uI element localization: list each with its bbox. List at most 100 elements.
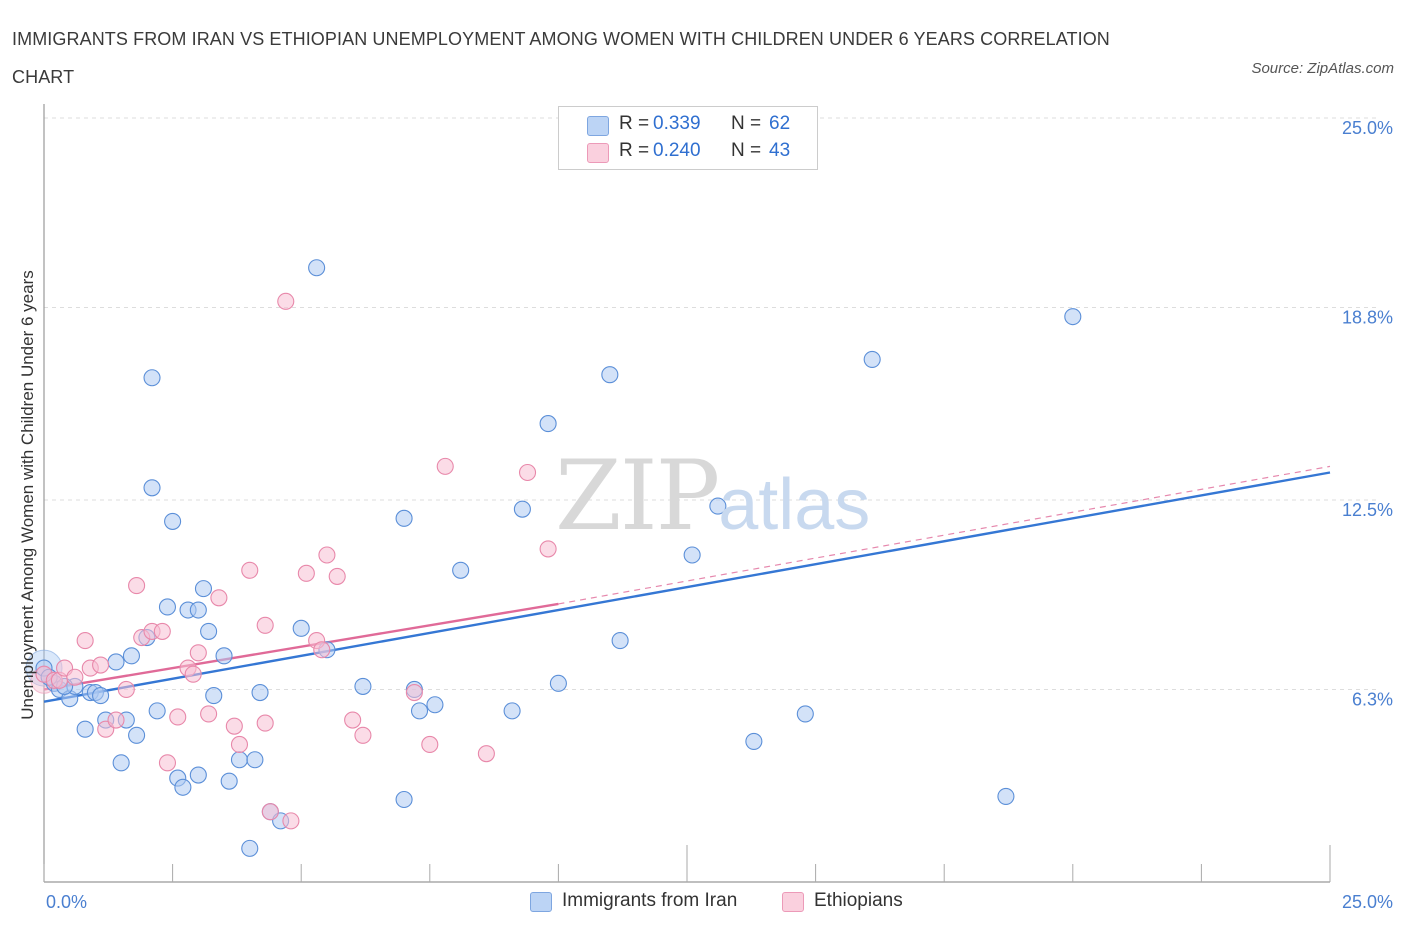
point-ethiopians bbox=[107, 711, 125, 729]
point-iran bbox=[189, 601, 207, 619]
label-layer: 6.3% 12.5% 18.8% 25.0% 0.0% 25.0% bbox=[46, 118, 1393, 912]
trend-line-iran bbox=[43, 471, 1331, 703]
point-iran bbox=[128, 726, 146, 744]
legend-swatch-ethiopians bbox=[587, 143, 609, 163]
point-ethiopians bbox=[297, 564, 315, 582]
point-ethiopians bbox=[344, 711, 362, 729]
point-iran bbox=[683, 546, 701, 564]
point-iran bbox=[92, 687, 110, 705]
point-ethiopians bbox=[328, 567, 346, 585]
point-iran bbox=[539, 415, 557, 433]
point-ethiopians bbox=[76, 632, 94, 650]
point-iran bbox=[251, 683, 269, 702]
point-ethiopians bbox=[421, 735, 439, 754]
y-tick-label: 6.3% bbox=[1352, 689, 1393, 709]
point-ethiopians bbox=[318, 546, 336, 564]
legend-r-label: R = bbox=[619, 113, 650, 134]
point-iran bbox=[246, 751, 264, 769]
point-ethiopians bbox=[256, 616, 274, 634]
point-iran bbox=[426, 696, 444, 714]
point-iran bbox=[395, 790, 413, 809]
point-iran bbox=[189, 766, 207, 784]
point-iran bbox=[215, 647, 233, 665]
point-iran bbox=[292, 619, 310, 637]
point-iran bbox=[745, 732, 763, 750]
point-ethiopians bbox=[241, 561, 259, 579]
bottom-legend-label-ethiopians: Ethiopians bbox=[814, 890, 903, 911]
x-tick-label: 0.0% bbox=[46, 892, 87, 912]
point-iran bbox=[503, 702, 521, 720]
point-iran bbox=[158, 598, 177, 616]
bottom-legend-swatch-iran bbox=[530, 892, 552, 912]
legend-n-value: 43 bbox=[769, 140, 791, 161]
legend-r-label: R = bbox=[619, 140, 650, 161]
point-ethiopians bbox=[169, 708, 187, 726]
point-iran bbox=[241, 839, 259, 857]
point-ethiopians bbox=[92, 656, 110, 674]
point-ethiopians bbox=[210, 589, 228, 607]
point-ethiopians bbox=[539, 540, 557, 558]
point-ethiopians bbox=[153, 622, 171, 640]
point-iran bbox=[112, 754, 130, 772]
point-iran bbox=[122, 647, 140, 665]
watermark-zip: ZIP bbox=[555, 440, 720, 552]
point-ethiopians bbox=[200, 705, 218, 723]
chart-title: IMMIGRANTS FROM IRAN VS ETHIOPIAN UNEMPL… bbox=[12, 29, 1110, 87]
point-ethiopians bbox=[313, 641, 331, 659]
point-iran bbox=[513, 500, 531, 518]
point-ethiopians bbox=[518, 463, 537, 482]
point-ethiopians bbox=[256, 714, 274, 732]
point-iran bbox=[200, 622, 218, 640]
point-ethiopians bbox=[158, 754, 177, 772]
point-iran bbox=[796, 705, 814, 723]
grid-layer bbox=[44, 117, 1380, 690]
point-iran bbox=[549, 674, 567, 692]
point-iran bbox=[863, 350, 881, 368]
point-iran bbox=[354, 677, 372, 695]
y-tick-label: 18.8% bbox=[1342, 307, 1393, 327]
point-iran bbox=[194, 580, 213, 598]
point-iran bbox=[601, 366, 619, 384]
x-tick-label: 25.0% bbox=[1342, 892, 1393, 912]
point-iran bbox=[308, 259, 326, 277]
point-iran bbox=[205, 687, 223, 705]
trend-line-ethiopians bbox=[43, 602, 559, 691]
trend-layer bbox=[43, 465, 1331, 703]
point-ethiopians bbox=[189, 644, 207, 662]
bottom-legend-swatch-ethiopians bbox=[782, 892, 804, 912]
point-ethiopians bbox=[128, 577, 146, 595]
point-iran bbox=[709, 497, 727, 515]
point-ethiopians bbox=[117, 680, 135, 699]
y-axis-title: Unemployment Among Women with Children U… bbox=[18, 270, 37, 719]
point-iran bbox=[148, 702, 166, 720]
point-ethiopians bbox=[184, 665, 202, 683]
point-iran bbox=[164, 512, 182, 530]
point-ethiopians bbox=[66, 668, 84, 686]
point-ethiopians bbox=[477, 745, 495, 763]
point-iran bbox=[1064, 308, 1082, 326]
legend-r-value: 0.339 bbox=[653, 113, 701, 134]
legend-r-value: 0.240 bbox=[653, 140, 701, 161]
point-iran bbox=[230, 751, 249, 769]
legend-box: R = 0.339 N = 62 R = 0.240 N = 43 bbox=[558, 106, 818, 170]
point-iran bbox=[220, 772, 238, 790]
point-ethiopians bbox=[277, 292, 295, 310]
point-iran bbox=[611, 632, 629, 650]
trend-line-ethiopians-extension bbox=[558, 465, 1331, 605]
point-iran bbox=[174, 778, 192, 796]
legend-swatch-iran bbox=[587, 116, 609, 136]
point-ethiopians bbox=[282, 812, 300, 830]
point-ethiopians bbox=[261, 803, 279, 821]
point-iran bbox=[452, 561, 470, 579]
point-iran bbox=[410, 702, 429, 720]
point-ethiopians bbox=[225, 717, 243, 735]
point-iran bbox=[107, 653, 125, 671]
point-iran bbox=[143, 479, 161, 497]
bottom-legend-label-iran: Immigrants from Iran bbox=[562, 890, 738, 911]
y-tick-label: 12.5% bbox=[1342, 500, 1393, 520]
legend-n-label: N = bbox=[731, 113, 762, 134]
legend-n-label: N = bbox=[731, 140, 762, 161]
point-iran bbox=[395, 509, 413, 527]
axis-layer bbox=[43, 104, 1331, 883]
